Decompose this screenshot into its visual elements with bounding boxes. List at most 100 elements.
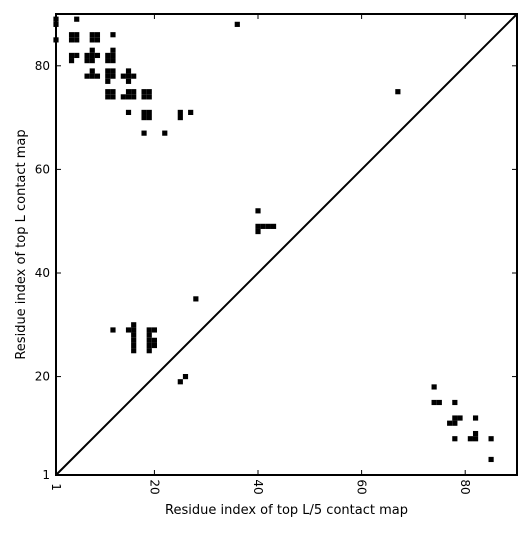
- contact-point: [89, 47, 95, 53]
- contact-point: [84, 58, 90, 64]
- contact-point: [141, 94, 147, 100]
- contact-point: [110, 94, 116, 100]
- contact-point: [395, 89, 401, 95]
- contact-point: [177, 109, 183, 116]
- diagonal-line: [55, 13, 518, 476]
- contact-point: [436, 399, 442, 406]
- contact-point: [270, 223, 277, 229]
- contact-point: [146, 89, 152, 95]
- contact-point: [110, 58, 116, 64]
- contact-point: [110, 47, 116, 53]
- contact-point: [488, 436, 494, 442]
- contact-point: [89, 52, 95, 59]
- contact-point: [94, 32, 101, 38]
- contact-point: [177, 379, 183, 385]
- contact-point: [472, 415, 479, 421]
- contact-point: [141, 115, 147, 121]
- contact-point: [452, 420, 458, 426]
- contact-point: [146, 94, 152, 100]
- contact-point: [457, 415, 463, 421]
- contact-point: [105, 52, 111, 59]
- contact-point: [105, 94, 111, 100]
- contact-point: [110, 89, 116, 95]
- contact-point: [131, 73, 137, 79]
- y-axis-label: Residue index of top L contact map: [14, 129, 29, 359]
- contact-point: [94, 37, 101, 43]
- contact-point: [234, 21, 240, 27]
- data-points: [53, 16, 494, 463]
- contact-point: [105, 68, 111, 74]
- contact-point: [94, 73, 101, 79]
- x-tick-label: 40: [251, 479, 265, 494]
- contact-point: [146, 332, 152, 338]
- plot-frame: [55, 13, 518, 476]
- contact-point: [131, 89, 137, 95]
- contact-point: [68, 52, 75, 59]
- contact-point: [68, 58, 75, 64]
- y-tick-label: 20: [35, 370, 50, 384]
- contact-point: [125, 94, 132, 100]
- contact-point: [131, 342, 137, 349]
- contact-point: [120, 73, 126, 79]
- contact-point: [74, 32, 80, 38]
- contact-point: [193, 296, 199, 302]
- contact-point: [105, 89, 111, 95]
- contact-point: [431, 399, 437, 406]
- contact-point: [125, 109, 132, 116]
- contact-point: [68, 37, 75, 43]
- contact-point: [68, 32, 75, 38]
- contact-point: [110, 68, 116, 74]
- contact-point: [452, 399, 458, 406]
- contact-point: [110, 32, 116, 38]
- x-tick-label: 60: [355, 479, 369, 494]
- contact-point: [265, 223, 271, 229]
- contact-point: [146, 337, 152, 343]
- contact-point: [131, 94, 137, 100]
- contact-point: [452, 415, 458, 421]
- contact-point: [255, 208, 261, 214]
- contact-point: [120, 94, 126, 100]
- contact-point: [141, 109, 147, 116]
- x-tick-label: 80: [458, 479, 472, 494]
- contact-point: [177, 115, 183, 121]
- x-tick-label: 20: [147, 479, 161, 494]
- contact-point: [146, 348, 152, 354]
- contact-point: [467, 436, 473, 442]
- contact-point: [89, 68, 95, 74]
- contact-point: [182, 373, 189, 380]
- contact-point: [89, 58, 95, 64]
- contact-point: [146, 109, 152, 116]
- contact-point: [89, 73, 95, 79]
- contact-point: [125, 68, 132, 74]
- contact-point: [74, 37, 80, 43]
- y-tick-label: 60: [35, 162, 50, 176]
- contact-point: [146, 342, 152, 349]
- contact-point: [162, 130, 168, 136]
- x-axis-label: Residue index of top L/5 contact map: [165, 503, 408, 518]
- contact-point: [255, 228, 261, 235]
- contact-point: [74, 16, 80, 22]
- contact-point: [94, 52, 101, 59]
- contact-point: [146, 327, 152, 333]
- contact-point: [105, 73, 111, 79]
- contact-point: [447, 420, 453, 426]
- contact-point: [131, 327, 137, 333]
- contact-point: [431, 384, 437, 390]
- contact-point: [488, 456, 494, 463]
- contact-point: [110, 327, 116, 333]
- contact-point: [131, 337, 137, 343]
- y-tick-label: 40: [35, 266, 50, 280]
- contact-point: [110, 52, 116, 59]
- contact-point: [125, 89, 132, 95]
- contact-point: [452, 436, 458, 442]
- contact-point: [151, 337, 158, 343]
- contact-point: [472, 430, 479, 437]
- contact-point: [125, 78, 132, 84]
- contact-point: [472, 436, 479, 442]
- contact-point: [105, 58, 111, 64]
- contact-point: [188, 109, 194, 116]
- contact-point: [131, 322, 137, 328]
- y-tick-label: 80: [35, 59, 50, 73]
